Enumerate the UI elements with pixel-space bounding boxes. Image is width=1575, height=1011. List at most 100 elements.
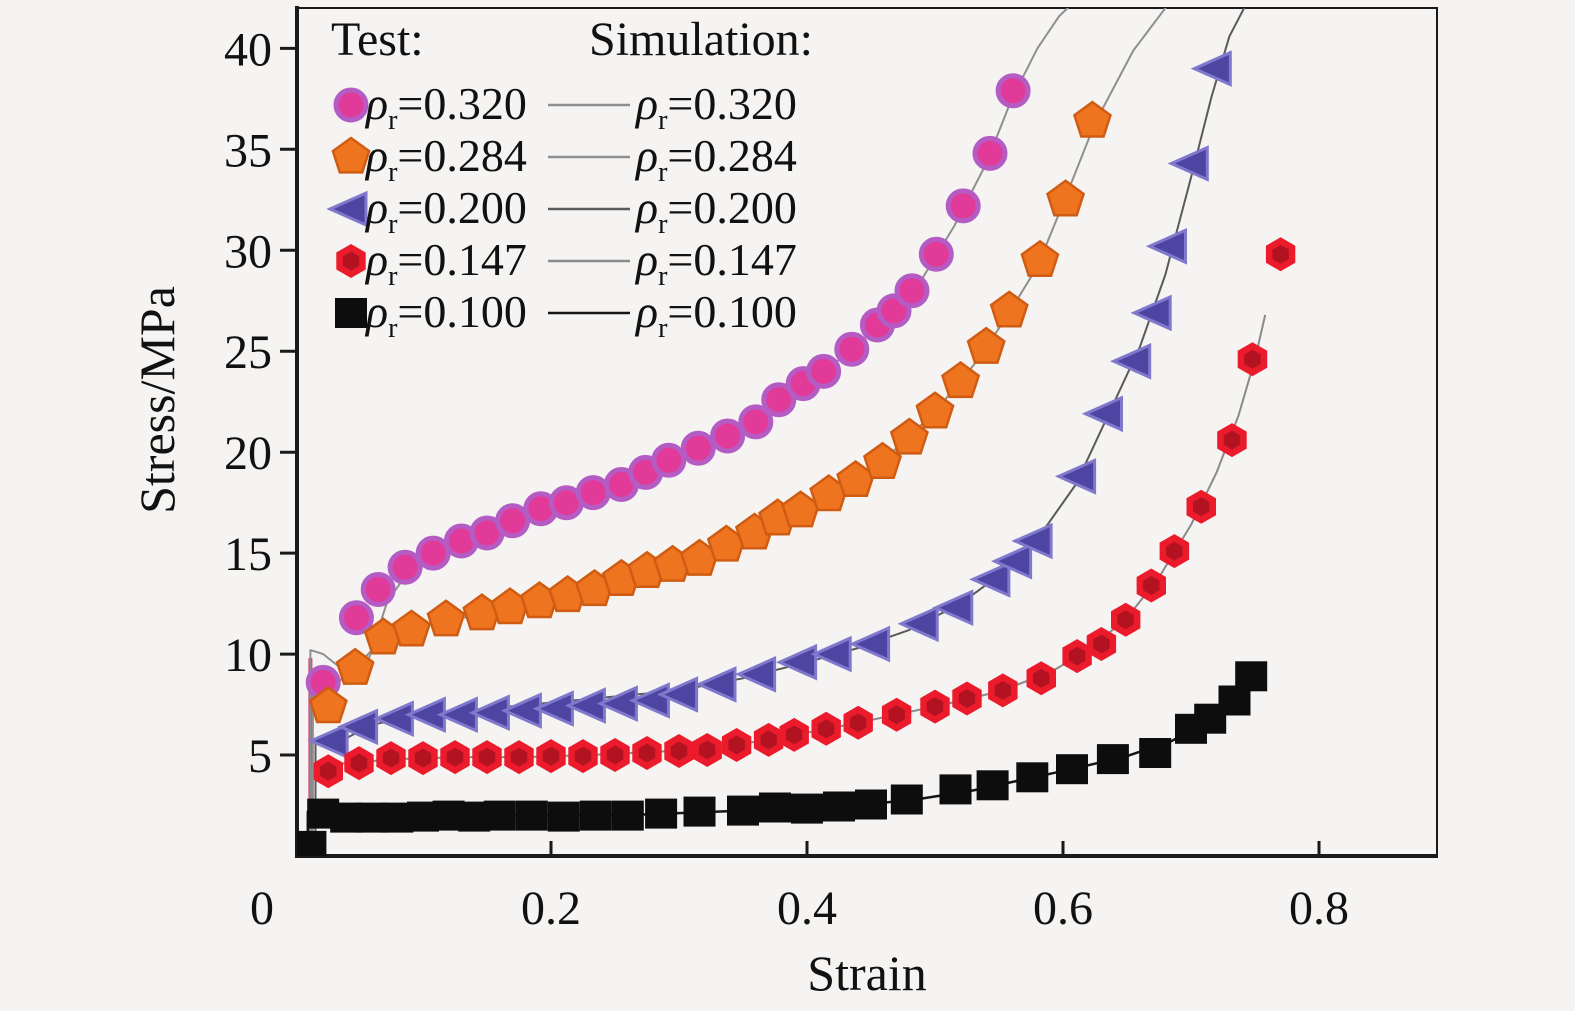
test-marker-hexagon bbox=[692, 733, 722, 767]
test-marker-square bbox=[547, 801, 580, 832]
test-marker-square bbox=[579, 800, 612, 831]
test-marker-pentagon bbox=[391, 609, 432, 647]
test-marker-hexagon bbox=[753, 722, 784, 757]
test-marker-circle bbox=[894, 273, 930, 309]
test-marker-circle bbox=[945, 188, 981, 224]
test-marker-hexagon bbox=[664, 734, 694, 768]
test-marker-hexagon bbox=[536, 739, 566, 774]
test-marker-hexagon bbox=[632, 736, 662, 770]
test-marker-triangle-left bbox=[1081, 395, 1123, 433]
y-axis-title: Stress/MPa bbox=[129, 286, 185, 514]
test-marker-circle bbox=[995, 73, 1031, 109]
test-marker-square bbox=[791, 793, 823, 824]
test-marker-circle bbox=[415, 535, 451, 571]
test-marker-pentagon bbox=[966, 326, 1006, 364]
test-marker-circle bbox=[806, 353, 842, 389]
test-marker-triangle-left bbox=[695, 666, 737, 703]
test-marker-triangle-left bbox=[336, 708, 379, 746]
test-marker-pentagon bbox=[308, 686, 348, 724]
test-marker-triangle-left bbox=[1054, 458, 1097, 495]
legend-test-label-0284: ρr=0.284 bbox=[366, 130, 527, 189]
test-marker-circle bbox=[338, 600, 374, 636]
y-tick-label: 5 bbox=[248, 730, 272, 783]
rho-symbol: ρ bbox=[366, 234, 389, 285]
y-tick-label: 30 bbox=[224, 225, 272, 278]
test-marker-hexagon bbox=[920, 689, 950, 724]
test-marker-hexagon bbox=[1136, 568, 1166, 603]
test-marker-circle bbox=[918, 236, 954, 272]
test-marker-pentagon bbox=[331, 136, 371, 174]
test-marker-circle bbox=[575, 475, 611, 511]
test-marker-triangle-left bbox=[897, 605, 939, 643]
test-marker-square bbox=[890, 784, 923, 815]
y-tick-label: 40 bbox=[224, 23, 272, 76]
rho-symbol: ρ bbox=[366, 286, 389, 337]
legend-sim-label-0200: ρr=0.200 bbox=[636, 182, 797, 241]
test-marker-hexagon bbox=[472, 740, 502, 775]
test-marker-hexagon bbox=[1159, 534, 1190, 569]
test-marker-pentagon bbox=[989, 290, 1029, 328]
test-marker-square bbox=[1096, 744, 1129, 775]
y-tick-label: 25 bbox=[224, 326, 272, 379]
rho-symbol: ρ bbox=[366, 182, 389, 233]
x-tick-label: 0.2 bbox=[521, 882, 581, 935]
rho-symbol: ρ bbox=[636, 78, 659, 129]
test-marker-hexagon bbox=[336, 244, 366, 278]
test-marker-hexagon bbox=[600, 738, 630, 772]
test-marker-triangle-left bbox=[1130, 294, 1172, 332]
test-marker-hexagon bbox=[779, 717, 809, 752]
test-marker-circle bbox=[680, 430, 716, 466]
test-marker-triangle-left bbox=[1167, 145, 1209, 182]
test-marker-circle bbox=[360, 572, 396, 607]
test-marker-square bbox=[855, 789, 887, 820]
test-marker-triangle-left bbox=[1190, 50, 1232, 87]
rho-symbol: ρ bbox=[636, 130, 659, 181]
test-marker-square bbox=[645, 798, 678, 829]
legend-sim-label-0100: ρr=0.100 bbox=[636, 286, 797, 345]
test-marker-hexagon bbox=[568, 739, 598, 774]
test-marker-triangle-left bbox=[775, 643, 818, 681]
test-marker-hexagon bbox=[843, 705, 873, 740]
legend-sim-label-0147: ρr=0.147 bbox=[636, 234, 797, 293]
test-marker-square bbox=[1016, 762, 1049, 793]
test-marker-square bbox=[335, 298, 367, 328]
test-marker-hexagon bbox=[811, 711, 841, 746]
test-marker-triangle-left bbox=[1110, 342, 1152, 380]
test-marker-circle bbox=[738, 404, 774, 440]
test-marker-square bbox=[1139, 738, 1172, 768]
test-marker-triangle-left bbox=[372, 700, 414, 738]
test-marker-pentagon bbox=[1020, 239, 1060, 278]
test-marker-circle bbox=[333, 87, 369, 123]
test-marker-triangle-left bbox=[1145, 227, 1187, 265]
test-marker-hexagon bbox=[504, 740, 534, 775]
test-marker-square bbox=[297, 830, 327, 856]
test-marker-triangle-left bbox=[628, 682, 670, 719]
test-marker-square bbox=[611, 800, 644, 831]
test-marker-triangle-left bbox=[1011, 522, 1053, 560]
test-marker-circle bbox=[761, 382, 797, 418]
test-marker-hexagon bbox=[1217, 423, 1247, 458]
test-marker-triangle-left bbox=[932, 589, 974, 627]
rho-symbol: ρ bbox=[636, 234, 659, 285]
test-marker-square bbox=[1056, 754, 1088, 785]
test-marker-pentagon bbox=[889, 417, 929, 455]
test-marker-triangle-left bbox=[307, 722, 349, 760]
test-marker-hexagon bbox=[376, 741, 406, 776]
legend-test-label-0147: ρr=0.147 bbox=[366, 234, 527, 293]
test-marker-triangle-left bbox=[969, 561, 1011, 598]
legend-sim-label-0284: ρr=0.284 bbox=[636, 130, 797, 189]
test-marker-square bbox=[1235, 661, 1268, 692]
legend-test-header: Test: bbox=[331, 13, 424, 66]
test-marker-pentagon bbox=[941, 360, 981, 399]
rho-symbol: ρ bbox=[366, 130, 389, 181]
test-marker-hexagon bbox=[881, 697, 912, 732]
test-marker-hexagon bbox=[721, 728, 752, 762]
test-marker-hexagon bbox=[344, 746, 374, 781]
test-marker-pentagon bbox=[1046, 179, 1086, 217]
test-marker-square bbox=[515, 800, 548, 831]
test-marker-hexagon bbox=[1186, 489, 1216, 524]
test-marker-pentagon bbox=[915, 391, 955, 429]
test-marker-circle bbox=[495, 503, 531, 539]
test-marker-triangle-left bbox=[734, 655, 777, 693]
